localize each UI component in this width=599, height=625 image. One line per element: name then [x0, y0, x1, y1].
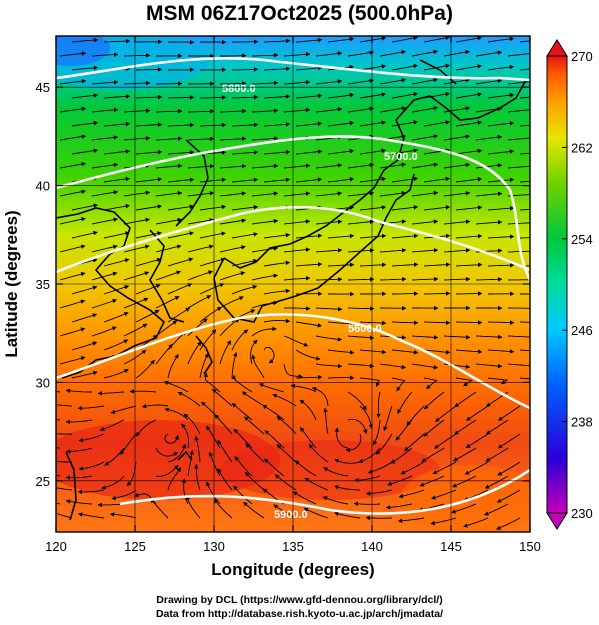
contour-label: 5700.0	[384, 151, 418, 163]
colorbar-tick-label: 270	[571, 49, 593, 64]
x-tick-label: 150	[519, 539, 541, 554]
y-tick-label: 30	[36, 375, 50, 390]
colorbar-tick-label: 262	[571, 140, 593, 155]
x-axis: 120 125 130 135 140 145 150	[45, 36, 541, 554]
colorbar-tick-label: 254	[571, 232, 593, 247]
y-tick-label: 40	[36, 179, 50, 194]
field-patches	[56, 36, 530, 532]
contour-label: 5900.0	[274, 509, 308, 521]
y-tick-label: 35	[36, 277, 50, 292]
wind-streamlines	[56, 36, 530, 530]
colorbar-tick-label: 238	[571, 415, 593, 430]
x-tick-label: 120	[45, 539, 67, 554]
colorbar-upper-arrow	[546, 39, 568, 57]
colorbar-tick-label: 230	[571, 506, 593, 521]
colorbar: 270 262 254 246 238 230	[546, 39, 593, 530]
y-axis-label: Latitude (degrees)	[2, 210, 21, 357]
lat-lon-grid	[56, 36, 530, 532]
geopotential-contours	[56, 57, 530, 515]
x-tick-label: 130	[203, 539, 225, 554]
x-tick-label: 140	[361, 539, 383, 554]
colorbar-lower-arrow	[546, 512, 568, 530]
y-axis: 25 30 35 40 45	[36, 80, 530, 489]
colorbar-tick-label: 246	[571, 323, 593, 338]
x-tick-label: 135	[282, 539, 304, 554]
credit-data-source: Data from http://database.rish.kyoto-u.a…	[155, 608, 444, 620]
contour-label: 5800.0	[222, 83, 256, 95]
chart-title: MSM 06Z17Oct2025 (500.0hPa)	[146, 2, 453, 25]
x-tick-label: 125	[124, 539, 146, 554]
y-tick-label: 25	[36, 474, 50, 489]
colorbar-scale	[546, 55, 568, 514]
y-tick-label: 45	[36, 80, 50, 95]
x-axis-label: Longitude (degrees)	[211, 560, 374, 579]
x-tick-label: 145	[440, 539, 462, 554]
contour-label: 5600.0	[348, 323, 382, 335]
credit-drawing: Drawing by DCL (https://www.gfd-dennou.o…	[156, 594, 443, 606]
contour-labels: 5800.0 5700.0 5600.0 5900.0	[222, 83, 418, 521]
